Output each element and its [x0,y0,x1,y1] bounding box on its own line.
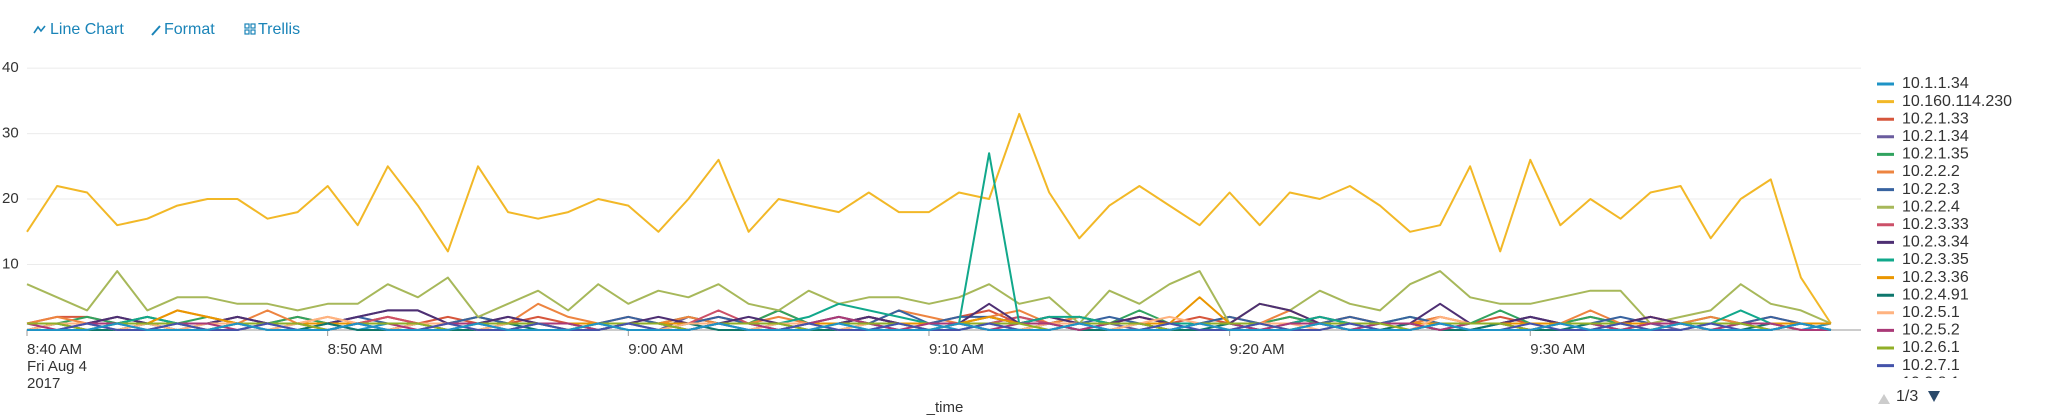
legend-label: 10.2.1.34 [1902,128,1969,145]
legend-label: 10.2.6.1 [1902,339,1960,356]
y-tick-label: 40 [2,59,19,76]
y-tick-label: 20 [2,190,19,207]
legend-label: 10.2.3.35 [1902,251,1969,268]
trellis-button[interactable]: Trellis [244,21,300,38]
legend-label: 10.2.2.4 [1902,198,1960,215]
x-tick-label: 9:10 AM [929,341,984,358]
button-label[interactable]: Line Chart [50,21,124,38]
line-chart-button[interactable]: Line Chart [33,21,124,38]
series-line [26,112,1832,325]
legend-label: 10.2.4.91 [1902,286,1969,303]
button-label[interactable]: Format [164,21,215,38]
series-line [26,302,1831,325]
legend-page: 1/3 [1896,388,1918,405]
legend-label: 10.2.2.2 [1902,163,1960,180]
legend-label: 10.1.1.34 [1902,75,1969,92]
legend-label: 10.2.5.2 [1902,322,1960,339]
series-line [26,309,1832,331]
legend-label: 10.2.5.1 [1902,304,1960,321]
legend-label: 10.2.7.1 [1902,357,1960,374]
x-tick-label: 8:50 AM [328,341,383,358]
x-tick-sublabel: Fri Aug 4 [27,358,87,375]
x-tick-label: 9:30 AM [1530,341,1585,358]
legend-label: 10.2.1.35 [1902,146,1969,163]
legend-label: 10.2.3.33 [1902,216,1969,233]
legend-label: 10.160.114.230 [1902,93,2012,110]
legend-label: 10.2.3.36 [1902,269,1969,286]
legend-label: 10.2.2.3 [1902,181,1960,198]
legend-label: 10.2.1.33 [1902,110,1969,127]
series-line [26,270,1832,325]
format-button[interactable]: Format [151,21,215,38]
x-tick-sublabel: 2017 [27,375,60,392]
legend-label: 10.2.3.34 [1902,234,1969,251]
x-axis-title: _time [926,399,964,416]
y-tick-label: 30 [2,125,19,142]
x-tick-label: 8:40 AM [27,341,82,358]
legend-label: 10.2.8.1 [1902,374,1960,391]
y-tick-label: 10 [2,255,19,272]
legend-next[interactable] [1928,391,1940,402]
series-line [27,322,1832,331]
toolbar: Line Chart Format Trellis [33,21,300,38]
legend: 10.1.1.3410.160.114.23010.2.1.3310.2.1.3… [1877,75,2012,391]
x-tick-label: 9:20 AM [1230,341,1285,358]
legend-prev[interactable] [1878,394,1890,404]
series-line [27,309,1832,331]
button-label[interactable]: Trellis [258,21,300,38]
x-tick-label: 9:00 AM [628,341,683,358]
series-line [27,302,1831,325]
